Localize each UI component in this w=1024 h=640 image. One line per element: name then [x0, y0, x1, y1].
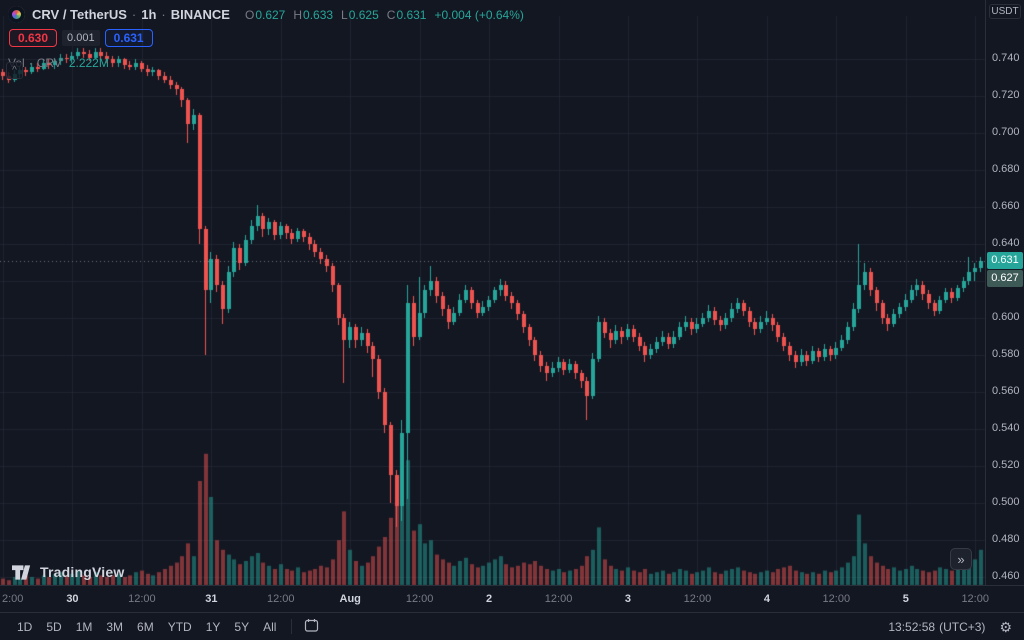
last-price-badge: 0.631	[987, 251, 1023, 269]
symbol-name: CRV / TetherUS	[32, 7, 127, 22]
bottom-toolbar: 1D 5D 1M 3M 6M YTD 1Y 5Y All 13:52:58 (UTC+3) ⚙	[0, 612, 1024, 640]
tradingview-logo[interactable]: TradingView	[12, 564, 124, 580]
range-button-3m[interactable]: 3M	[99, 617, 130, 637]
time-tick-label: 12:00	[128, 593, 156, 605]
time-tick-label: Aug	[339, 593, 361, 605]
toolbar-divider	[291, 619, 293, 634]
time-tick-label: 2:00	[2, 593, 24, 605]
close-label: C	[386, 7, 396, 22]
range-button-5d[interactable]: 5D	[39, 617, 68, 637]
symbol-title[interactable]: CRV / TetherUS · 1h · BINANCE	[32, 7, 230, 22]
price-tick-label: 0.720	[992, 89, 1020, 102]
price-tick-label: 0.500	[992, 495, 1020, 508]
time-tick-label: 12:00	[267, 593, 295, 605]
high-label: H	[293, 7, 303, 22]
price-tick-label: 0.580	[992, 347, 1020, 360]
volume-value: 2.222M	[68, 56, 109, 70]
open-label: O	[244, 7, 255, 22]
low-value: 0.625	[348, 7, 379, 22]
range-button-all[interactable]: All	[256, 617, 283, 637]
price-tick-label: 0.640	[992, 237, 1020, 250]
time-tick-label: 12:00	[961, 593, 989, 605]
volume-symbol: CRV	[36, 56, 62, 70]
separator-dot: ·	[28, 56, 33, 70]
low-label: L	[341, 7, 348, 22]
time-tick-label: 30	[66, 593, 79, 605]
time-labels: 2:00 30 12:00 31 12:00 Aug 12:00 2 12:00 3 12:00 4 1…	[0, 586, 1024, 612]
time-axis[interactable]: 2:00 30 12:00 31 12:00 Aug 12:00 2 12:00 3 12:00 4 1…	[0, 585, 1024, 612]
tradingview-logo-text: TradingView	[40, 564, 125, 580]
separator-dot: ·	[161, 7, 166, 22]
legend-collapse-button[interactable]: ^	[6, 62, 23, 79]
time-tick-label: 2	[486, 593, 493, 605]
settings-gear-icon[interactable]: ⚙	[999, 618, 1012, 635]
price-tick-label: 0.560	[992, 384, 1020, 397]
price-tick-label: 0.740	[992, 52, 1020, 65]
close-value: 0.631	[396, 7, 427, 22]
range-button-1m[interactable]: 1M	[69, 617, 100, 637]
price-axis-currency-button[interactable]: USDT	[989, 4, 1021, 19]
high-value: 0.633	[303, 7, 334, 22]
range-button-6m[interactable]: 6M	[130, 617, 161, 637]
clock-timezone-button[interactable]: 13:52:58 (UTC+3)	[888, 620, 985, 634]
time-tick-label: 12:00	[405, 593, 434, 605]
price-tick-label: 0.520	[992, 458, 1020, 471]
price-tick-label: 0.700	[992, 126, 1020, 139]
time-tick-label: 12:00	[544, 593, 573, 605]
time-tick-label: 5	[902, 593, 909, 605]
buy-button[interactable]: 0.631	[104, 29, 153, 47]
clock-timezone: (UTC+3)	[939, 619, 986, 634]
symbol-interval: 1h	[141, 7, 157, 22]
symbol-exchange: BINANCE	[170, 7, 230, 22]
restore-panel-button[interactable]: »	[950, 548, 972, 570]
time-tick-label: 12:00	[822, 593, 851, 605]
time-tick-label: 3	[624, 593, 632, 605]
open-value: 0.627	[255, 7, 286, 22]
ohlc-values: O 0.627 H 0.633 L 0.625 C 0.631 +0.004 (+0.6…	[245, 8, 524, 22]
price-tick-label: 0.540	[992, 421, 1020, 434]
range-button-5y[interactable]: 5Y	[227, 617, 256, 637]
calendar-icon	[304, 618, 319, 636]
spread-value: 0.001	[62, 30, 100, 46]
range-button-1y[interactable]: 1Y	[199, 617, 228, 637]
price-tick-label: 0.660	[992, 200, 1020, 213]
chart-legend: CRV / TetherUS · 1h · BINANCE O 0.627 H 0.…	[8, 6, 524, 70]
go-to-date-button[interactable]	[300, 616, 323, 638]
time-tick-label: 12:00	[683, 593, 712, 605]
price-tick-label: 0.680	[992, 163, 1020, 176]
price-tick-label: 0.460	[992, 569, 1020, 582]
price-axis[interactable]: USDT 0.7400.7200.7000.6800.6600.6400.620…	[985, 0, 1024, 585]
symbol-legend-row: CRV / TetherUS · 1h · BINANCE O 0.627 H 0.…	[8, 6, 524, 23]
price-tick-label: 0.480	[992, 532, 1020, 545]
sell-button[interactable]: 0.630	[9, 29, 58, 47]
range-button-1d[interactable]: 1D	[10, 617, 39, 637]
volume-legend-row: Vol · CRV 2.222M	[8, 56, 524, 70]
separator-dot: ·	[131, 7, 137, 22]
tradingview-logo-icon	[12, 564, 33, 580]
time-tick-label: 31	[205, 593, 218, 605]
secondary-price-badge: 0.627	[987, 269, 1023, 287]
clock-time: 13:52:58	[888, 619, 936, 634]
range-button-ytd[interactable]: YTD	[161, 617, 199, 637]
symbol-logo-icon[interactable]	[8, 6, 25, 23]
range-buttons: 1D 5D 1M 3M 6M YTD 1Y 5Y All	[10, 617, 283, 637]
time-tick-label: 4	[763, 593, 770, 605]
change-value: +0.004 (+0.64%)	[434, 7, 524, 22]
price-tick-label: 0.600	[992, 311, 1020, 324]
trade-buttons-row: 0.630 0.001 0.631	[9, 29, 524, 47]
